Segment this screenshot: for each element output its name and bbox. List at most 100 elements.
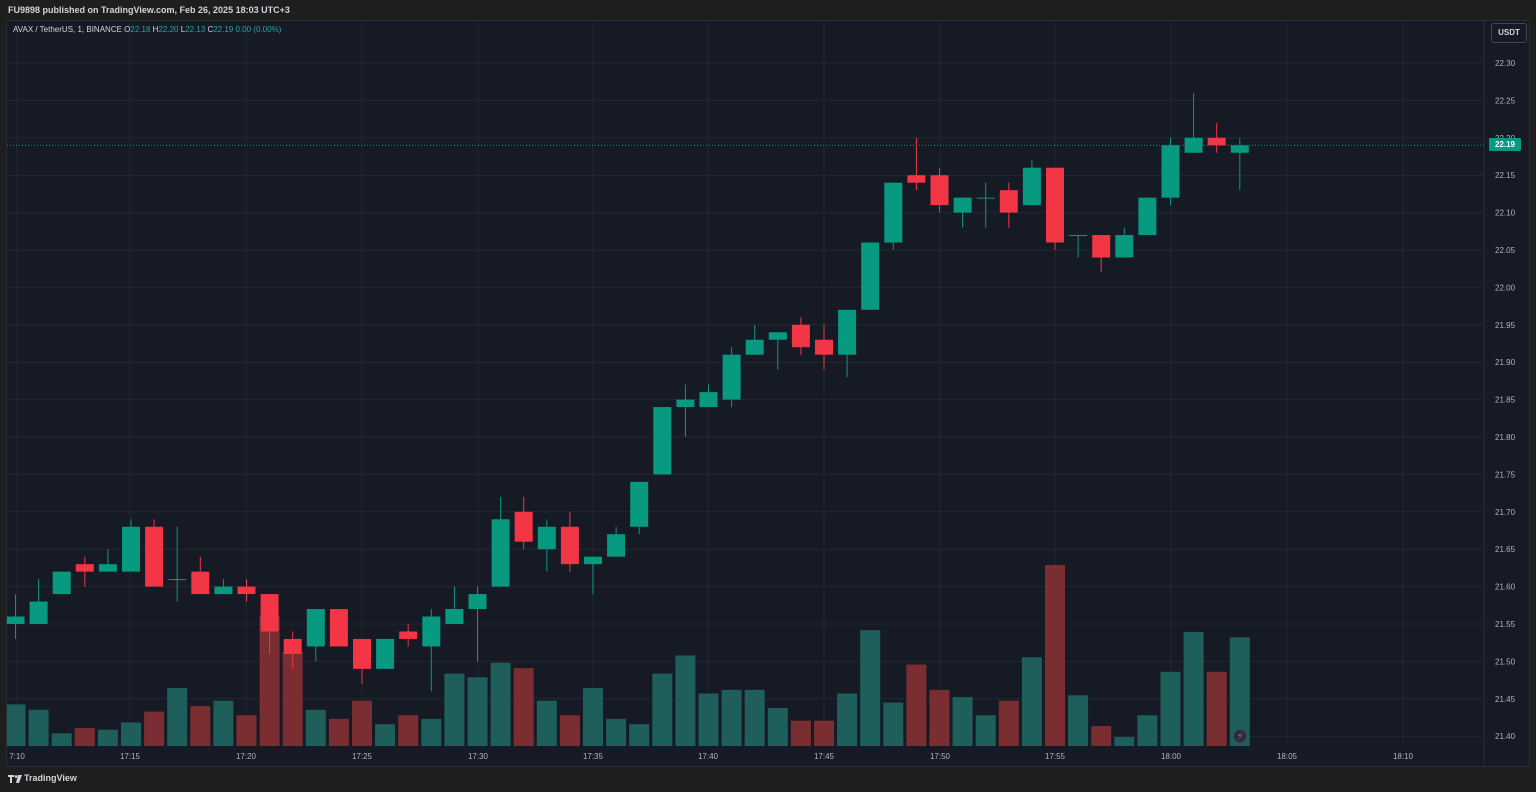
candle-body <box>1115 235 1134 258</box>
candle-body <box>1046 167 1064 243</box>
footer-brand: TradingView <box>24 773 77 783</box>
y-tick-label: 22.30 <box>1495 59 1516 68</box>
candle-body <box>29 601 48 624</box>
volume-bar <box>513 668 534 746</box>
volume-bar <box>1229 637 1250 746</box>
volume-bar <box>282 651 303 746</box>
volume-bar <box>698 693 719 746</box>
volume-bar <box>814 720 834 746</box>
candle-body <box>237 586 256 595</box>
volume-bar <box>721 689 742 746</box>
volume-bar <box>559 715 580 746</box>
volume-bar <box>444 673 465 746</box>
candle-body <box>1184 137 1203 153</box>
volume-bar <box>328 718 349 746</box>
y-tick-label: 21.60 <box>1495 583 1516 592</box>
y-tick-label: 21.75 <box>1495 470 1516 479</box>
y-tick-label: 22.00 <box>1495 283 1516 292</box>
candle-body <box>676 399 695 408</box>
flash-icon[interactable]: ⚡ <box>1233 729 1247 743</box>
volume-bar <box>790 720 811 746</box>
candle-body <box>422 616 441 647</box>
candle-body <box>98 564 117 572</box>
candle-body <box>399 631 418 639</box>
legend-low-value: 22.13 <box>185 25 206 34</box>
candle-body <box>999 190 1018 213</box>
candle-body <box>861 242 880 310</box>
legend-open-label: O <box>124 25 131 34</box>
legend-symbol[interactable]: AVAX / TetherUS, 1, BINANCE <box>13 25 122 34</box>
y-tick-label: 22.10 <box>1495 209 1516 218</box>
y-tick-label: 22.15 <box>1495 171 1516 180</box>
volume-bar <box>74 727 95 746</box>
candle-body <box>514 511 533 542</box>
volume-bar <box>1183 631 1204 746</box>
y-tick-label: 21.95 <box>1495 321 1516 330</box>
x-tick-label: 17:50 <box>930 752 951 761</box>
y-tick-label: 21.55 <box>1495 620 1516 629</box>
currency-button[interactable]: USDT <box>1491 23 1527 43</box>
volume-bar <box>467 677 488 746</box>
candle-body <box>560 526 579 565</box>
y-tick-label: 21.40 <box>1495 732 1516 741</box>
candle-body <box>1230 145 1249 153</box>
candle-body <box>699 392 718 408</box>
volume-bar <box>883 702 904 746</box>
volume-bar <box>490 662 511 746</box>
x-tick-label: 17:15 <box>120 752 141 761</box>
volume-bar <box>7 704 26 746</box>
volume-bar <box>860 630 881 746</box>
candle-body <box>75 564 94 572</box>
publish-info: FU9898 published on TradingView.com, Feb… <box>8 5 290 15</box>
legend-high-value: 22.20 <box>158 25 179 34</box>
candle-body <box>976 197 995 199</box>
candle-body <box>722 354 741 400</box>
y-tick-label: 22.25 <box>1495 96 1516 105</box>
x-tick-label: 7:10 <box>9 752 25 761</box>
volume-bar <box>1045 565 1065 746</box>
legend-change: 0.00 (0.00%) <box>235 25 282 34</box>
volume-bar <box>121 722 141 746</box>
candle-body <box>52 571 71 595</box>
x-tick-label: 18:00 <box>1161 752 1182 761</box>
last-price-tag: 22.19 <box>1489 138 1521 151</box>
volume-bar <box>837 693 858 746</box>
candle-body <box>145 526 164 587</box>
volume-bar <box>213 700 234 746</box>
candle-body <box>653 407 672 475</box>
volume-bar <box>629 724 650 746</box>
volume-bar <box>1114 736 1135 746</box>
volume-bar <box>259 615 280 746</box>
x-tick-label: 18:10 <box>1393 752 1414 761</box>
volume-bar <box>536 700 557 746</box>
candle-body <box>468 594 487 610</box>
candlestick-chart[interactable]: 22.30 22.25 22.20 22.15 22.10 22.05 22.00 21.95… <box>7 21 1529 766</box>
y-tick-label: 21.85 <box>1495 396 1516 405</box>
symbol-legend: AVAX / TetherUS, 1, BINANCE O22.18 H22.2… <box>13 25 281 34</box>
y-tick-label: 21.45 <box>1495 695 1516 704</box>
candle-body <box>260 594 279 632</box>
volume-bar <box>929 689 950 746</box>
volume-bar <box>1160 671 1181 746</box>
candle-body <box>1022 167 1041 206</box>
candle-body <box>122 526 140 572</box>
footer-bar <box>0 767 1536 792</box>
candle-body <box>907 175 926 183</box>
volume-bar <box>583 688 603 746</box>
volume-bar <box>606 718 627 746</box>
candle-body <box>1207 137 1226 146</box>
chart-pane[interactable]: 22.30 22.25 22.20 22.15 22.10 22.05 22.00 21.95… <box>6 20 1530 767</box>
volume-bar <box>952 697 973 746</box>
x-tick-label: 17:40 <box>698 752 719 761</box>
volume-bar <box>1021 657 1042 746</box>
volume-bar <box>97 729 118 746</box>
legend-high-label: H <box>152 25 159 34</box>
candle-body <box>1092 235 1111 258</box>
candle-body <box>191 571 210 595</box>
candle-body <box>745 339 764 355</box>
publish-header: FU9898 published on TradingView.com, Feb… <box>0 0 1536 20</box>
candle-body <box>1161 145 1180 198</box>
x-tick-label: 17:30 <box>468 752 489 761</box>
volume-bar <box>421 718 442 746</box>
x-tick-label: 17:25 <box>352 752 373 761</box>
